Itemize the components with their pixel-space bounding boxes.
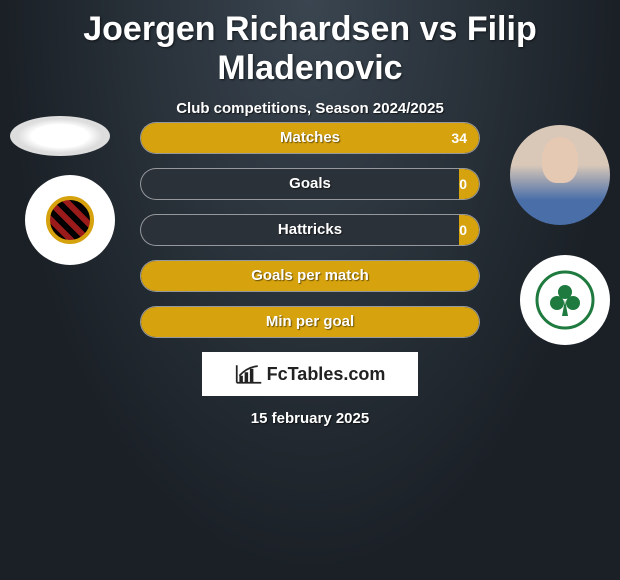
bar-value-right: 0: [459, 169, 467, 199]
bar-value-right: 0: [459, 215, 467, 245]
page-title: Joergen Richardsen vs Filip Mladenovic: [0, 0, 620, 88]
bar-label: Hattricks: [141, 215, 479, 245]
branding-text: FcTables.com: [267, 364, 386, 385]
bar-label: Matches: [141, 123, 479, 153]
bar-label: Goals: [141, 169, 479, 199]
club-left-badge: [25, 175, 115, 265]
date-label: 15 february 2025: [0, 410, 620, 427]
branding-box: FcTables.com: [202, 352, 418, 396]
club-right-badge: [520, 255, 610, 345]
bar-min-per-goal: Min per goal: [140, 306, 480, 338]
bar-hattricks: Hattricks 0: [140, 214, 480, 246]
comparison-bars: Matches 34 Goals 0 Hattricks 0 Goals per…: [140, 122, 480, 352]
player-right-avatar: [510, 125, 610, 225]
bar-goals: Goals 0: [140, 168, 480, 200]
bar-value-right: 34: [451, 123, 467, 153]
chart-icon: [235, 363, 263, 385]
bar-label: Goals per match: [141, 261, 479, 291]
player-left-avatar: [10, 116, 110, 156]
shamrock-icon: [535, 270, 595, 330]
bar-matches: Matches 34: [140, 122, 480, 154]
bar-goals-per-match: Goals per match: [140, 260, 480, 292]
bar-label: Min per goal: [141, 307, 479, 337]
subtitle: Club competitions, Season 2024/2025: [0, 100, 620, 117]
